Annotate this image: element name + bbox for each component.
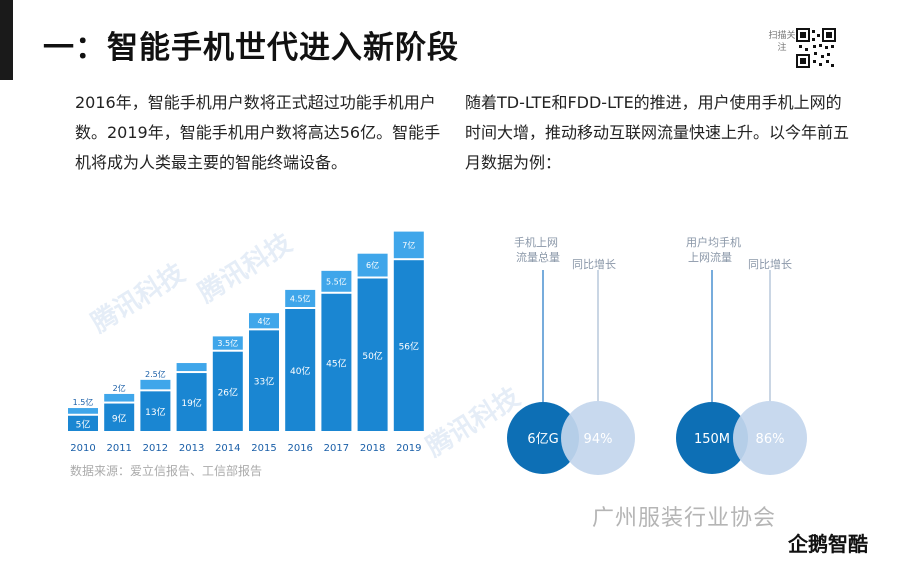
x-tick-label: 2015 [251,443,276,454]
bar-cap [285,289,316,307]
x-tick-label: 2012 [143,443,168,454]
x-tick-label: 2016 [287,443,312,454]
bar-main [140,391,171,431]
bar-cap [104,393,135,402]
bubble-value: 150M [694,432,730,447]
bar-main [249,330,279,431]
bar-main-label: 56亿 [399,341,419,353]
bar-main [321,293,352,431]
x-tick-label: 2013 [179,443,204,454]
title-accent-bar [0,0,13,80]
x-tick-label: 2018 [360,443,385,454]
bar-cap-label: 4.5亿 [290,293,311,303]
bar-main-label: 26亿 [218,386,238,398]
bar-cap-label: 2亿 [113,383,126,393]
bar-main [357,278,388,431]
bar-main [285,309,316,431]
bubble-label: 用户均手机上网流量 [686,235,741,264]
bar-cap [321,270,352,292]
data-source: 数据来源：爱立信报告、工信部报告 [70,464,263,478]
bubble-label: 同比增长 [572,257,616,271]
bar-main-label: 13亿 [145,406,165,418]
bubble-growth [733,401,807,475]
bubble-main [507,402,579,474]
page-title: 一：智能手机世代进入新阶段 [43,30,459,66]
bar-cap-label: 6亿 [366,260,379,270]
bar-main [393,260,424,431]
qr-code-icon [796,28,836,68]
bubble-label: 同比增长 [748,257,792,271]
bar-main [212,351,243,431]
bar-cap-label: 5.5亿 [326,276,347,286]
bar-cap-label: 7亿 [402,240,415,250]
logo: 企鹅智酷 [788,532,868,556]
bar-cap-label: 2.5亿 [145,369,166,379]
bar-main-label: 45亿 [326,357,346,369]
bubble-growth [561,401,635,475]
bar-cap [393,231,424,259]
x-tick-label: 2014 [215,443,240,454]
bar-cap [176,363,207,372]
bar-cap [140,379,171,390]
intro-paragraph-right: 随着TD-LTE和FDD-LTE的推进，用户使用手机上网的时间大增，推动移动互联… [465,93,850,172]
bar-cap-label: 3.5亿 [217,338,238,348]
bar-main-label: 9亿 [112,412,127,424]
bar-main-label: 33亿 [254,376,274,388]
bar-main [176,373,207,431]
bar-cap [68,408,98,414]
bar-main-label: 50亿 [362,350,382,362]
bar-cap [212,336,243,350]
footer-brand: 广州服装行业协会 [592,506,777,531]
bubble-label: 手机上网流量总量 [514,235,560,264]
bar-main [104,403,135,431]
bar-main-label: 40亿 [290,365,310,377]
bar-main-label: 19亿 [181,397,201,409]
x-tick-label: 2010 [70,443,95,454]
bar-cap [357,253,388,277]
bar-cap [249,313,279,329]
bar-main-label: 5亿 [76,418,91,430]
intro-paragraph-left: 2016年，智能手机用户数将正式超过功能手机用户数。2019年，智能手机用户数将… [75,93,441,172]
x-tick-label: 2011 [106,443,131,454]
bubble-main [676,402,748,474]
x-tick-label: 2017 [324,443,349,454]
bubble-value: 94% [584,432,613,447]
bar-main [68,415,98,431]
bar-cap-label: 4亿 [257,316,270,326]
bubble-value: 86% [756,432,785,447]
bar-cap-label: 1.5亿 [73,397,94,407]
qr-label: 扫描关注 [768,31,796,53]
x-tick-label: 2019 [396,443,421,454]
bubble-value: 6亿G [527,432,558,447]
